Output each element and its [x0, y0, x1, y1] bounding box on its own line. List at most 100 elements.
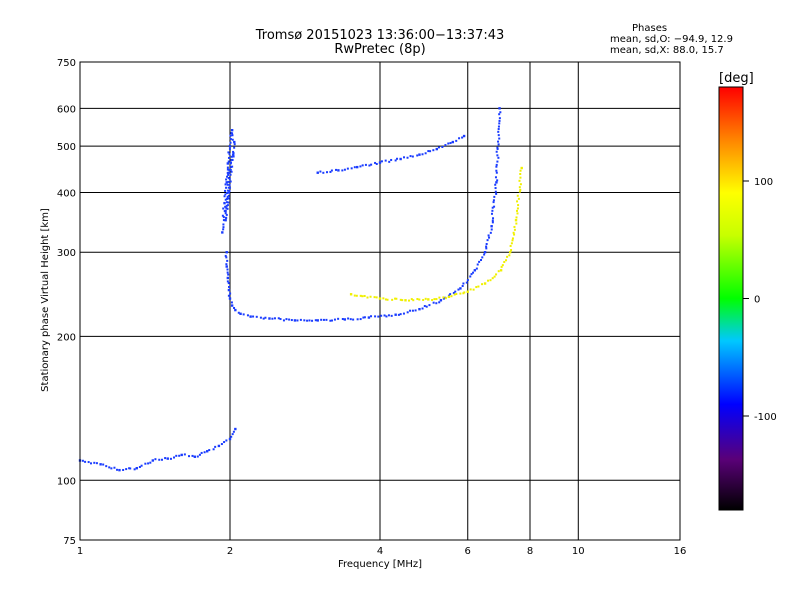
trace-dot: [497, 156, 500, 159]
trace-dot: [178, 454, 181, 457]
trace-dot: [329, 170, 332, 173]
stats-x-mode: mean, sd,X: 88.0, 15.7: [610, 45, 724, 56]
trace-dot: [362, 316, 365, 319]
trace-dot: [255, 315, 258, 318]
trace-dot: [285, 318, 288, 321]
trace-dot: [388, 160, 391, 163]
trace-dot: [359, 294, 362, 297]
trace-dot: [363, 294, 366, 297]
data-point: [293, 319, 297, 322]
trace-dot: [435, 298, 438, 301]
data-point: [399, 157, 402, 161]
trace-dot: [427, 150, 430, 153]
trace-dot: [224, 193, 227, 196]
trace-dot: [469, 288, 472, 291]
y-tick-label: 300: [57, 248, 76, 259]
data-point: [466, 290, 469, 293]
data-point: [166, 457, 169, 460]
trace-dot: [230, 435, 233, 438]
x-tick-labels: 1 2 4 6 8 10 16: [77, 546, 687, 557]
trace-dot: [516, 200, 519, 203]
trace-dot: [493, 195, 496, 198]
trace-dot: [462, 282, 465, 285]
y-tick-label: 750: [57, 58, 76, 69]
trace-dot: [229, 173, 232, 176]
trace-dot: [337, 317, 340, 320]
y-tick-label: 200: [57, 332, 76, 343]
trace-dot: [510, 249, 513, 252]
y-tick-label: 75: [63, 536, 76, 547]
trace-dot: [453, 293, 456, 296]
trace-dot: [425, 305, 428, 308]
trace-dot: [414, 309, 417, 312]
trace-dot: [322, 171, 325, 174]
trace-dot: [441, 146, 444, 149]
trace-dot: [226, 271, 229, 274]
trace-dot: [290, 319, 293, 322]
trace-dot: [406, 311, 409, 314]
trace-dot: [252, 315, 255, 318]
trace-dot: [259, 316, 262, 319]
trace-dot: [329, 319, 332, 322]
trace-dot: [452, 291, 455, 294]
trace-dot: [232, 430, 235, 433]
trace-dot: [373, 296, 376, 299]
chart-title: Tromsø 20151023 13:36:00−13:37:43: [255, 28, 505, 43]
trace-dot: [461, 284, 464, 287]
trace-dot: [475, 267, 478, 270]
trace-dot: [489, 231, 492, 234]
trace-dot: [226, 197, 229, 200]
trace-dot: [229, 292, 232, 295]
trace-dot: [455, 293, 458, 296]
data-point: [418, 153, 421, 156]
trace-dot: [444, 144, 447, 147]
data-point: [228, 297, 232, 300]
trace-dot: [475, 286, 478, 289]
trace-dot: [222, 228, 225, 231]
data-point: [427, 298, 430, 301]
trace-dot: [518, 190, 521, 193]
trace-dot: [477, 285, 480, 288]
trace-dot: [494, 187, 497, 190]
trace-dot: [412, 299, 415, 302]
trace-dot: [447, 142, 450, 145]
trace-dot: [518, 179, 521, 182]
trace-dot: [147, 462, 150, 465]
x-tick-label: 6: [465, 546, 471, 557]
trace-dot: [113, 466, 116, 469]
trace-dot: [325, 318, 328, 321]
trace-dot: [279, 318, 282, 321]
trace-dot: [438, 296, 441, 299]
trace-dot: [223, 441, 226, 444]
data-point: [268, 317, 271, 320]
data-point: [462, 134, 466, 138]
trace-dot: [435, 302, 438, 305]
trace-dot: [228, 168, 231, 171]
trace-dot: [497, 130, 500, 133]
x-tick-label: 1: [77, 546, 83, 557]
trace-dot: [498, 122, 501, 125]
trace-dot: [495, 150, 498, 153]
trace-dot: [183, 453, 186, 456]
data-point: [316, 171, 319, 174]
colorbar-tick-label: 100: [754, 177, 773, 188]
trace-dot: [466, 279, 469, 282]
trace-dot: [516, 207, 519, 210]
trace-dot: [411, 309, 414, 312]
data-point: [473, 269, 477, 272]
trace-dot: [384, 159, 387, 162]
data-point: [355, 165, 359, 169]
trace-dot: [222, 207, 225, 210]
data-point: [234, 308, 237, 312]
trace-dot: [108, 466, 111, 469]
trace-dot: [308, 319, 311, 322]
trace-dot: [226, 175, 229, 178]
trace-dot: [222, 219, 225, 222]
trace-dot: [519, 183, 522, 186]
data-point: [225, 251, 228, 254]
trace-dot: [494, 183, 497, 186]
trace-dot: [227, 201, 230, 204]
trace-dot: [226, 204, 229, 207]
trace-dot: [158, 458, 161, 461]
